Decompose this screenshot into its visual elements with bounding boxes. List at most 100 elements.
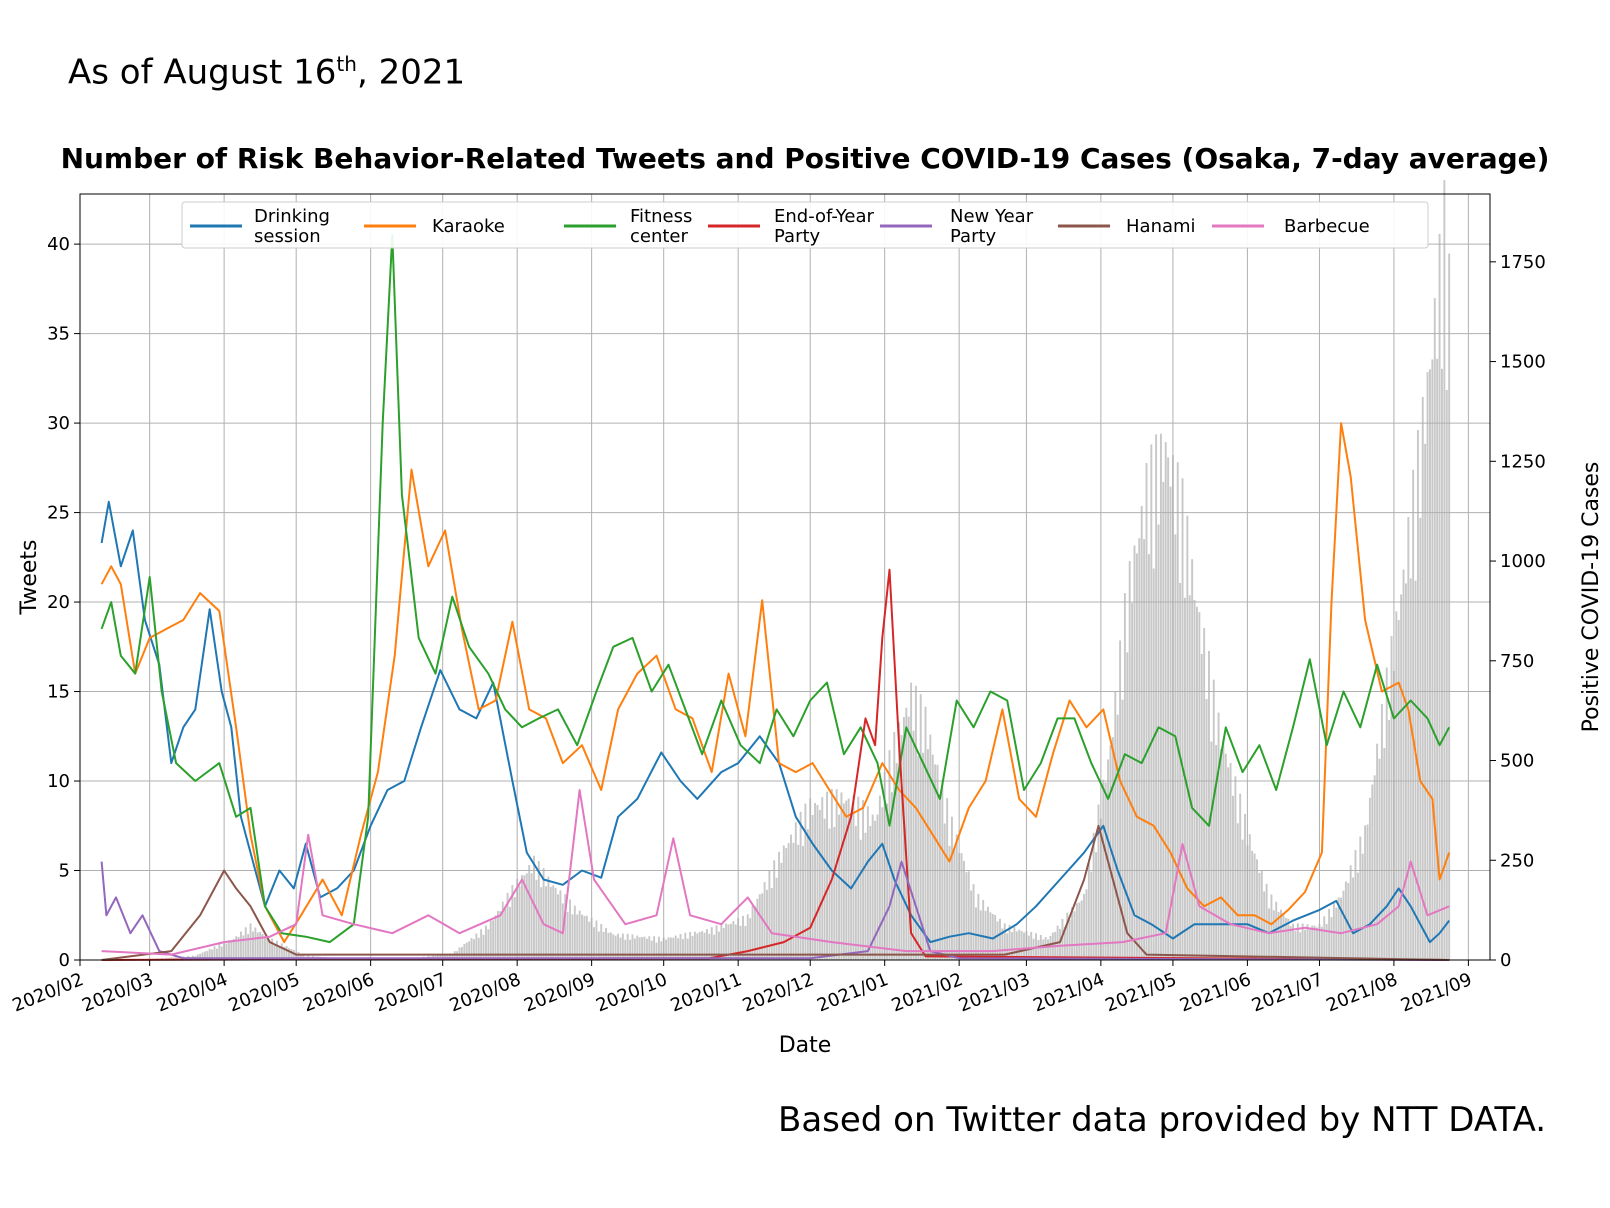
case-bar: [259, 931, 262, 960]
y2-axis-label: Positive COVID-19 Cases: [1579, 462, 1604, 733]
case-bar: [276, 940, 278, 960]
x-tick-label: 2021/07: [1249, 969, 1326, 1016]
case-bar: [893, 732, 896, 960]
case-bar: [1150, 444, 1153, 960]
case-bar: [1328, 909, 1331, 960]
legend-label: Barbecue: [1284, 216, 1370, 237]
case-bar: [1409, 578, 1412, 960]
case-bar: [778, 851, 780, 960]
x-tick-label: 2021/01: [814, 969, 891, 1016]
case-bar: [814, 803, 816, 960]
case-bar: [674, 935, 677, 960]
y2-tick-label: 1500: [1500, 352, 1546, 373]
case-bar: [970, 890, 973, 960]
case-bar: [900, 735, 903, 960]
case-bar: [914, 685, 917, 960]
case-bar: [1023, 932, 1025, 960]
case-bar: [888, 750, 891, 960]
case-bar: [496, 910, 499, 960]
case-bar: [1071, 907, 1074, 960]
case-bar: [1438, 233, 1441, 960]
case-bar: [806, 829, 809, 960]
case-bar: [1320, 926, 1323, 960]
case-bar: [1075, 903, 1078, 960]
y2-tick-label: 1250: [1500, 451, 1546, 472]
case-bar: [823, 818, 826, 960]
case-bar: [785, 848, 788, 960]
case-bar: [804, 803, 807, 960]
case-bar: [854, 826, 857, 960]
case-bar: [1282, 914, 1285, 960]
case-bar: [816, 805, 819, 960]
case-bar: [1102, 779, 1105, 960]
case-bar: [564, 894, 567, 960]
case-bar: [782, 845, 785, 960]
case-bar: [1342, 890, 1345, 960]
case-bar: [266, 936, 269, 960]
case-bar: [1133, 545, 1136, 960]
case-bar: [729, 923, 732, 960]
legend-label: End-of-Year Party: [774, 206, 874, 247]
case-bar: [1364, 825, 1367, 960]
case-bar: [1220, 749, 1222, 960]
case-bar: [501, 901, 504, 960]
case-bar: [991, 913, 994, 960]
case-bar: [1047, 939, 1049, 960]
case-bar: [1215, 744, 1218, 960]
case-bar: [1167, 457, 1170, 960]
case-bar: [208, 948, 211, 960]
case-bar: [506, 892, 509, 960]
case-bar: [499, 911, 502, 960]
case-bar: [472, 939, 475, 960]
case-bar: [1376, 743, 1379, 960]
case-bar: [727, 924, 730, 960]
case-bar: [1316, 927, 1319, 960]
case-bar: [624, 939, 627, 960]
right-y-axis: 0 250 500 750 1000 1250 1500 1750: [1490, 252, 1546, 971]
case-bar: [521, 875, 523, 960]
case-bar: [1356, 872, 1359, 960]
case-bar: [636, 935, 639, 960]
case-bar: [1424, 443, 1427, 960]
case-bar: [1299, 932, 1302, 960]
case-bar: [684, 932, 687, 960]
case-bar: [201, 952, 204, 960]
case-bar: [1229, 762, 1232, 960]
y-tick-label: 35: [47, 324, 70, 345]
case-bar: [698, 931, 701, 960]
case-bar: [790, 834, 792, 960]
as-of-date: As of August 16th, 2021: [68, 52, 466, 93]
case-bar: [1044, 937, 1047, 960]
case-bar: [1195, 606, 1198, 960]
case-bar: [1335, 907, 1338, 960]
case-bar: [487, 929, 490, 960]
case-bar: [1301, 923, 1304, 960]
case-bar: [1006, 933, 1009, 960]
case-bar: [967, 871, 970, 960]
case-bar: [199, 953, 202, 960]
x-tick-label: 2020/10: [593, 969, 670, 1016]
case-bar: [1340, 897, 1343, 960]
case-bar: [749, 918, 752, 960]
case-bar: [929, 734, 932, 960]
case-bar: [1397, 620, 1400, 960]
case-bar: [934, 764, 937, 960]
case-bar: [1121, 699, 1124, 960]
case-bar: [1234, 776, 1237, 960]
case-bar: [1270, 894, 1273, 960]
case-bar: [1123, 593, 1126, 960]
case-bar: [1068, 919, 1071, 960]
case-bar: [612, 934, 615, 960]
y-tick-label: 10: [47, 771, 70, 792]
case-bar: [830, 788, 833, 960]
case-bar: [465, 942, 468, 960]
case-bar: [1080, 900, 1083, 960]
series-line: [101, 824, 1450, 961]
case-bar: [720, 924, 723, 960]
x-tick-label: 2021/03: [956, 969, 1033, 1016]
case-bar: [263, 936, 266, 960]
case-bar: [1157, 524, 1160, 960]
case-bar: [802, 846, 804, 960]
case-bar: [792, 842, 795, 960]
case-bar: [1176, 462, 1179, 960]
